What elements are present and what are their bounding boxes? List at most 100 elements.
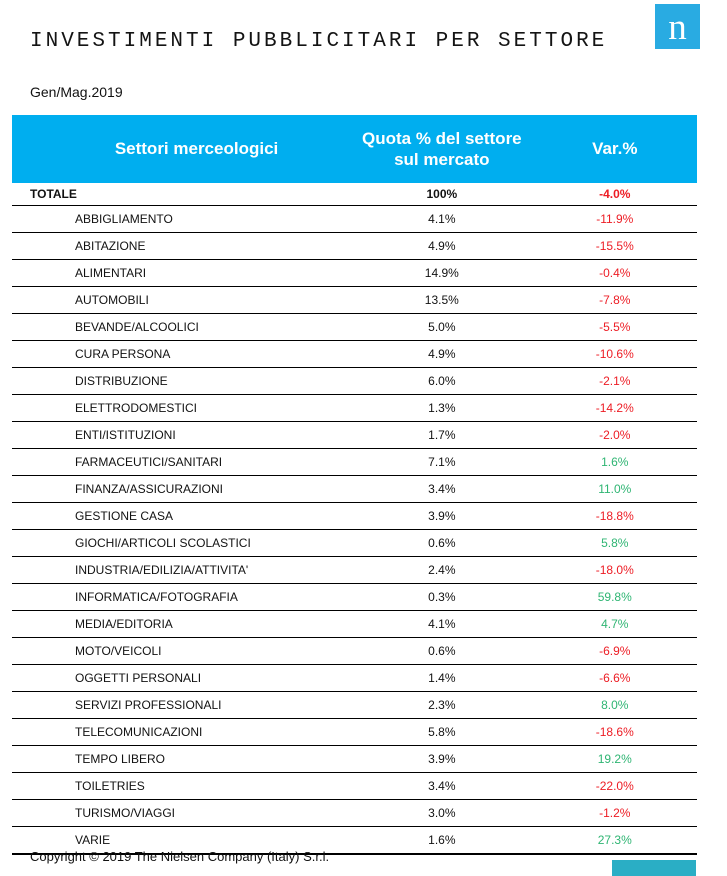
quota-cell: 1.6% xyxy=(428,833,456,847)
table-row: FARMACEUTICI/SANITARI 7.1% 1.6% xyxy=(12,449,697,476)
sector-cell: AUTOMOBILI xyxy=(75,293,149,307)
sector-investments-table: Settori merceologici Quota % del settore… xyxy=(12,115,697,855)
quota-cell: 1.7% xyxy=(428,428,456,442)
copyright-text: Copyright © 2019 The Nielsen Company (It… xyxy=(30,849,330,864)
table-body: TOTALE 100% -4.0% ABBIGLIAMENTO 4.1% -11… xyxy=(12,183,697,855)
var-cell: 1.6% xyxy=(601,455,629,469)
sector-cell: MEDIA/EDITORIA xyxy=(75,617,173,631)
quota-cell: 3.0% xyxy=(428,806,456,820)
var-cell: -15.5% xyxy=(595,239,634,253)
table-row: AUTOMOBILI 13.5% -7.8% xyxy=(12,287,697,314)
sector-cell: DISTRIBUZIONE xyxy=(75,374,168,388)
table-row-total: TOTALE 100% -4.0% xyxy=(12,183,697,206)
var-cell: 27.3% xyxy=(597,833,632,847)
quota-cell: 1.3% xyxy=(428,401,456,415)
nielsen-logo-letter: n xyxy=(668,7,687,48)
table-row: ABBIGLIAMENTO 4.1% -11.9% xyxy=(12,206,697,233)
table-row: SERVIZI PROFESSIONALI 2.3% 8.0% xyxy=(12,692,697,719)
sector-cell: TOILETRIES xyxy=(75,779,145,793)
quota-cell: 0.6% xyxy=(428,644,456,658)
var-cell: 19.2% xyxy=(597,752,632,766)
table-row: TOILETRIES 3.4% -22.0% xyxy=(12,773,697,800)
sector-cell: MOTO/VEICOLI xyxy=(75,644,162,658)
table-row: INDUSTRIA/EDILIZIA/ATTIVITA' 2.4% -18.0% xyxy=(12,557,697,584)
var-cell: 5.8% xyxy=(601,536,629,550)
header-variation: Var.% xyxy=(592,139,638,158)
table-row: ABITAZIONE 4.9% -15.5% xyxy=(12,233,697,260)
quota-cell: 5.8% xyxy=(428,725,456,739)
quota-cell: 13.5% xyxy=(424,293,459,307)
quota-cell: 6.0% xyxy=(428,374,456,388)
sector-cell: ABBIGLIAMENTO xyxy=(75,212,173,226)
table-row: TEMPO LIBERO 3.9% 19.2% xyxy=(12,746,697,773)
page-title: INVESTIMENTI PUBBLICITARI PER SETTORE xyxy=(30,30,608,53)
quota-cell: 4.1% xyxy=(428,212,456,226)
total-label: TOTALE xyxy=(30,187,77,201)
var-cell: 4.7% xyxy=(601,617,629,631)
quota-cell: 3.4% xyxy=(428,482,456,496)
var-cell: -18.0% xyxy=(595,563,634,577)
table-row: OGGETTI PERSONALI 1.4% -6.6% xyxy=(12,665,697,692)
sector-cell: ABITAZIONE xyxy=(75,239,146,253)
sector-cell: ALIMENTARI xyxy=(75,266,147,280)
quota-cell: 1.4% xyxy=(428,671,456,685)
sector-cell: GIOCHI/ARTICOLI SCOLASTICI xyxy=(75,536,251,550)
quota-cell: 14.9% xyxy=(424,266,459,280)
quota-cell: 5.0% xyxy=(428,320,456,334)
table-row: INFORMATICA/FOTOGRAFIA 0.3% 59.8% xyxy=(12,584,697,611)
var-cell: -18.6% xyxy=(595,725,634,739)
total-quota: 100% xyxy=(426,187,458,201)
var-cell: -10.6% xyxy=(595,347,634,361)
var-cell: 59.8% xyxy=(597,590,632,604)
sector-cell: INFORMATICA/FOTOGRAFIA xyxy=(75,590,238,604)
var-cell: -18.8% xyxy=(595,509,634,523)
table-row: ENTI/ISTITUZIONI 1.7% -2.0% xyxy=(12,422,697,449)
var-cell: -6.9% xyxy=(599,644,631,658)
sector-cell: FINANZA/ASSICURAZIONI xyxy=(75,482,224,496)
table-row: MOTO/VEICOLI 0.6% -6.9% xyxy=(12,638,697,665)
header-sector: Settori merceologici xyxy=(114,139,279,158)
var-cell: -2.0% xyxy=(599,428,631,442)
total-variation: -4.0% xyxy=(599,187,631,201)
table-row: VARIE 1.6% 27.3% xyxy=(12,827,697,855)
quota-cell: 4.1% xyxy=(428,617,456,631)
table-row: BEVANDE/ALCOOLICI 5.0% -5.5% xyxy=(12,314,697,341)
sector-cell: SERVIZI PROFESSIONALI xyxy=(75,698,222,712)
sector-cell: GESTIONE CASA xyxy=(75,509,174,523)
report-period: Gen/Mag.2019 xyxy=(30,84,123,100)
var-cell: -5.5% xyxy=(599,320,631,334)
var-cell: -2.1% xyxy=(599,374,631,388)
table-row: GESTIONE CASA 3.9% -18.8% xyxy=(12,503,697,530)
table-row: ELETTRODOMESTICI 1.3% -14.2% xyxy=(12,395,697,422)
quota-cell: 3.4% xyxy=(428,779,456,793)
sector-cell: CURA PERSONA xyxy=(75,347,171,361)
sector-cell: FARMACEUTICI/SANITARI xyxy=(75,455,223,469)
quota-cell: 0.6% xyxy=(428,536,456,550)
table-row: CURA PERSONA 4.9% -10.6% xyxy=(12,341,697,368)
nielsen-logo: n xyxy=(655,4,700,49)
table-row: ALIMENTARI 14.9% -0.4% xyxy=(12,260,697,287)
table-header-row: Settori merceologici Quota % del settore… xyxy=(12,115,697,183)
var-cell: 8.0% xyxy=(601,698,629,712)
table-row: FINANZA/ASSICURAZIONI 3.4% 11.0% xyxy=(12,476,697,503)
var-cell: -22.0% xyxy=(595,779,634,793)
footer-brand-bar xyxy=(612,860,696,876)
quota-cell: 2.3% xyxy=(428,698,456,712)
sector-cell: TURISMO/VIAGGI xyxy=(75,806,176,820)
var-cell: -14.2% xyxy=(595,401,634,415)
var-cell: -6.6% xyxy=(599,671,631,685)
sector-cell: INDUSTRIA/EDILIZIA/ATTIVITA' xyxy=(75,563,249,577)
sector-cell: ENTI/ISTITUZIONI xyxy=(75,428,176,442)
sector-cell: VARIE xyxy=(75,833,111,847)
var-cell: -0.4% xyxy=(599,266,631,280)
table-row: GIOCHI/ARTICOLI SCOLASTICI 0.6% 5.8% xyxy=(12,530,697,557)
var-cell: 11.0% xyxy=(598,482,632,496)
var-cell: -11.9% xyxy=(596,212,634,226)
quota-cell: 4.9% xyxy=(428,239,456,253)
quota-cell: 3.9% xyxy=(428,752,456,766)
table-row: DISTRIBUZIONE 6.0% -2.1% xyxy=(12,368,697,395)
sector-cell: ELETTRODOMESTICI xyxy=(75,401,198,415)
sector-cell: TELECOMUNICAZIONI xyxy=(75,725,203,739)
quota-cell: 0.3% xyxy=(428,590,456,604)
header-quota: Quota % del settore sul mercato xyxy=(362,128,522,169)
